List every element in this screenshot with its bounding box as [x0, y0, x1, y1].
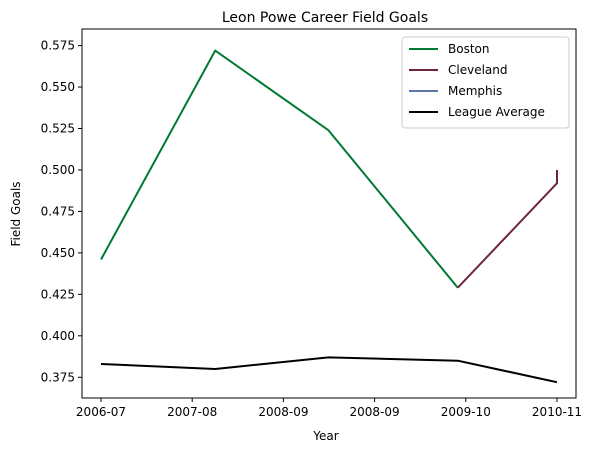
x-tick-label: 2008-09 [258, 405, 308, 419]
plot-frame [81, 28, 577, 399]
series-line-boston [100, 49, 459, 289]
y-axis: 0.375 0.400 0.425 0.450 0.475 0.500 0.525 0.550… [41, 39, 82, 384]
plot-area [81, 28, 577, 399]
legend-label-league-average: League Average [448, 105, 545, 119]
y-tick-label: 0.575 [41, 39, 75, 53]
y-tick-label: 0.550 [41, 80, 75, 94]
legend-label-memphis: Memphis [448, 84, 502, 98]
y-tick-label: 0.450 [41, 246, 75, 260]
x-tick-label: 2009-10 [441, 405, 491, 419]
x-axis-label: Year [312, 429, 338, 443]
legend: Boston Cleveland Memphis League Average [401, 36, 570, 129]
legend-frame [401, 36, 570, 129]
x-axis: 2006-07 2007-08 2008-09 2008-09 2009-10 2010-… [76, 398, 582, 419]
y-axis-label: Field Goals [9, 181, 23, 246]
y-tick-label: 0.525 [41, 122, 75, 136]
y-tick-label: 0.500 [41, 163, 75, 177]
legend-label-cleveland: Cleveland [448, 63, 508, 77]
series-line-league-average [100, 356, 558, 384]
legend-label-boston: Boston [448, 42, 489, 56]
y-tick-label: 0.375 [41, 370, 75, 384]
x-tick-label: 2008-09 [350, 405, 400, 419]
series-layer [100, 49, 558, 384]
x-tick-label: 2010-11 [532, 405, 582, 419]
y-tick-label: 0.475 [41, 204, 75, 218]
x-tick-label: 2007-08 [167, 405, 217, 419]
y-tick-label: 0.400 [41, 329, 75, 343]
x-tick-label: 2006-07 [76, 405, 126, 419]
series-line-cleveland [457, 170, 558, 289]
chart-title: Leon Powe Career Field Goals [222, 10, 428, 26]
y-tick-label: 0.425 [41, 287, 75, 301]
